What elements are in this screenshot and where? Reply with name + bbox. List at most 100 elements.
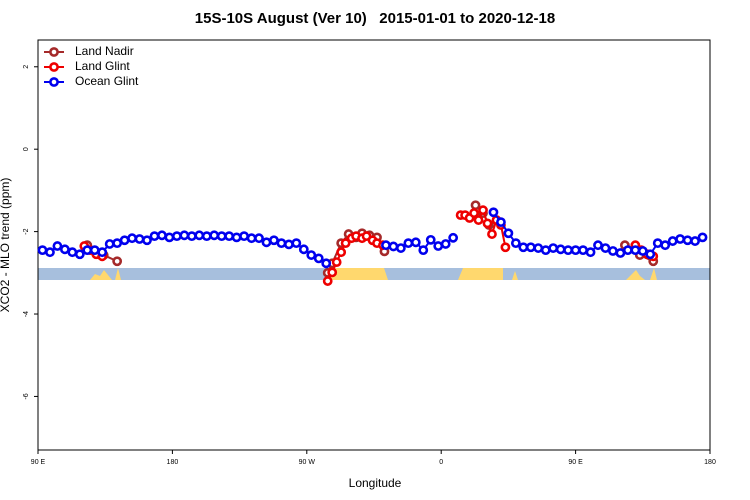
legend-marker xyxy=(49,62,59,72)
data-point xyxy=(667,236,678,246)
data-point xyxy=(470,200,481,211)
data-point xyxy=(682,235,693,246)
legend-label: Ocean Glint xyxy=(75,74,139,88)
data-point xyxy=(327,267,338,278)
data-point xyxy=(488,207,499,218)
land-shape xyxy=(90,270,112,280)
data-point xyxy=(119,235,130,246)
data-point xyxy=(291,238,302,249)
data-point xyxy=(194,230,205,241)
data-point xyxy=(142,235,152,246)
y-tick-label: -6 xyxy=(23,393,30,399)
data-point xyxy=(690,236,700,246)
land-shape xyxy=(115,268,121,280)
data-point xyxy=(269,235,279,246)
data-point xyxy=(433,241,444,251)
data-point xyxy=(97,247,108,258)
data-point xyxy=(608,246,618,256)
data-point xyxy=(482,218,493,229)
y-tick-label: -4 xyxy=(23,311,30,317)
land-mask xyxy=(38,268,710,280)
data-point xyxy=(201,231,212,242)
data-point xyxy=(660,240,671,251)
y-tick-label: 2 xyxy=(23,65,30,69)
data-point xyxy=(440,239,451,249)
data-point xyxy=(298,244,309,255)
data-point xyxy=(540,245,551,256)
x-tick-label: 180 xyxy=(704,459,716,466)
data-point xyxy=(652,238,663,249)
x-axis-label: Longitude xyxy=(349,476,402,490)
data-point xyxy=(585,247,596,258)
data-point xyxy=(600,243,611,253)
data-point xyxy=(593,240,603,251)
x-tick-label: 90 E xyxy=(31,459,46,466)
data-point xyxy=(410,237,421,248)
data-point xyxy=(563,245,574,256)
data-point xyxy=(637,246,648,256)
data-point xyxy=(283,239,294,250)
data-point xyxy=(157,230,167,241)
data-point xyxy=(395,243,406,253)
data-point xyxy=(340,238,351,249)
data-point xyxy=(622,245,633,256)
data-point xyxy=(59,244,70,255)
data-point xyxy=(418,245,429,256)
y-tick-label: -2 xyxy=(23,228,30,234)
data-point xyxy=(331,257,342,268)
land-shape xyxy=(626,270,645,280)
data-point xyxy=(89,245,100,256)
data-point xyxy=(525,242,536,253)
legend-label: Land Glint xyxy=(75,59,130,73)
data-point xyxy=(675,234,686,244)
data-point xyxy=(74,249,85,260)
x-tick-label: 90 E xyxy=(568,459,583,466)
data-point xyxy=(425,234,436,245)
data-point xyxy=(171,231,182,242)
data-point xyxy=(555,244,566,255)
data-point xyxy=(261,237,272,248)
plot-frame xyxy=(37,39,711,451)
data-point xyxy=(487,229,497,239)
data-point xyxy=(52,241,63,251)
x-tick-label: 90 W xyxy=(299,459,316,466)
land-shape xyxy=(650,268,657,280)
data-point xyxy=(216,231,227,242)
x-tick-label: 180 xyxy=(167,459,179,466)
data-point xyxy=(469,208,479,218)
y-axis-label: XCO2 - MLO trend (ppm) xyxy=(0,178,12,313)
data-point xyxy=(403,238,414,249)
data-point xyxy=(388,241,399,252)
data-point xyxy=(224,231,235,242)
data-point xyxy=(209,230,220,241)
data-point xyxy=(82,245,93,256)
data-point xyxy=(570,245,581,256)
data-point xyxy=(500,242,511,253)
data-point xyxy=(503,228,514,239)
data-point xyxy=(254,233,264,244)
data-point xyxy=(276,238,287,249)
land-shape xyxy=(512,271,518,280)
data-point xyxy=(336,247,347,258)
data-point xyxy=(578,245,588,256)
land-shape xyxy=(327,268,388,280)
data-point xyxy=(67,247,78,258)
data-point xyxy=(37,245,48,256)
data-point xyxy=(231,232,242,243)
data-point xyxy=(321,258,332,269)
data-point xyxy=(45,247,55,258)
legend-marker xyxy=(49,47,59,57)
data-point xyxy=(306,250,317,260)
data-point xyxy=(478,205,488,216)
data-point xyxy=(533,243,544,253)
data-point xyxy=(239,231,249,242)
data-point xyxy=(510,238,521,249)
land-shape xyxy=(458,268,503,280)
data-point xyxy=(473,215,484,225)
data-point xyxy=(112,256,123,267)
data-point xyxy=(313,253,324,264)
data-point xyxy=(179,230,190,241)
data-point xyxy=(186,231,197,242)
data-point xyxy=(630,245,641,256)
